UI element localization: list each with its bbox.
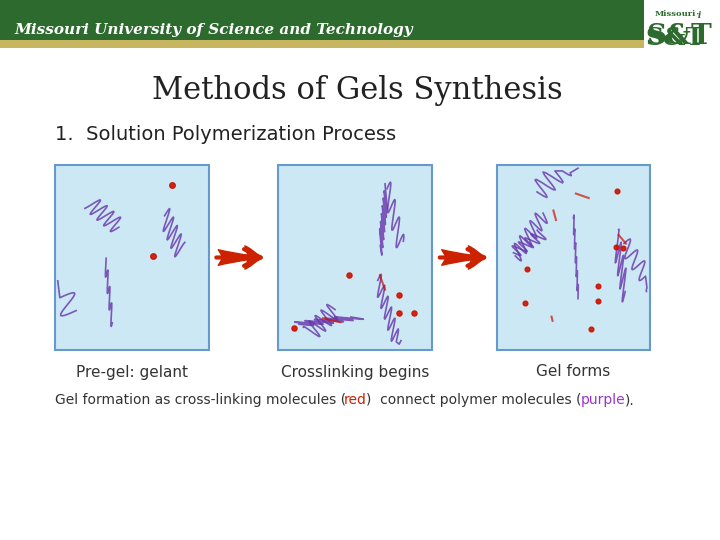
Text: Gel formation as cross-linking molecules (: Gel formation as cross-linking molecules… bbox=[55, 393, 346, 407]
Text: ).: ). bbox=[625, 393, 634, 407]
Bar bbox=[0, 40, 715, 48]
Text: 1.  Solution Polymerization Process: 1. Solution Polymerization Process bbox=[55, 125, 396, 145]
Text: )  connect polymer molecules (: ) connect polymer molecules ( bbox=[366, 393, 582, 407]
Text: Gel forms: Gel forms bbox=[536, 364, 611, 380]
Text: Crosslinking begins: Crosslinking begins bbox=[281, 364, 429, 380]
Text: Pre-gel: gelant: Pre-gel: gelant bbox=[76, 364, 188, 380]
Text: purple: purple bbox=[580, 393, 625, 407]
Bar bbox=[0, 0, 715, 40]
FancyBboxPatch shape bbox=[55, 165, 209, 350]
Text: red: red bbox=[343, 393, 366, 407]
Text: Missouri: Missouri bbox=[657, 10, 701, 19]
Text: S&T: S&T bbox=[647, 23, 712, 50]
FancyBboxPatch shape bbox=[278, 165, 432, 350]
Text: Missouri University of Science and Technology: Missouri University of Science and Techn… bbox=[15, 23, 413, 37]
Text: Methods of Gels Synthesis: Methods of Gels Synthesis bbox=[152, 75, 563, 105]
Text: S&T: S&T bbox=[646, 26, 705, 50]
FancyBboxPatch shape bbox=[497, 165, 650, 350]
Bar bbox=[644, 0, 715, 48]
Text: Missouri: Missouri bbox=[654, 10, 696, 18]
